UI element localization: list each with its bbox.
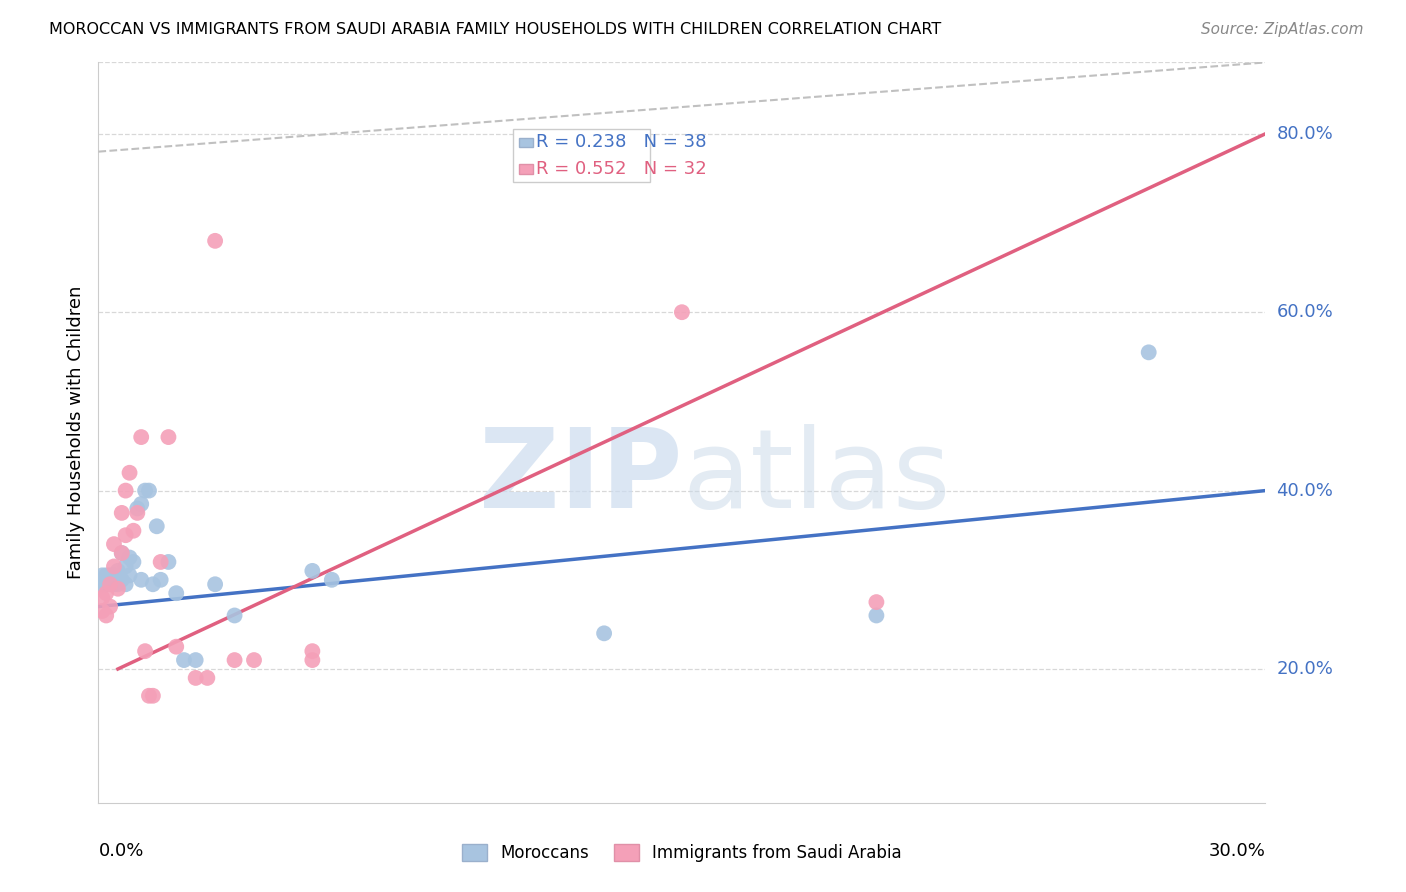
Point [129, 573, 152, 587]
FancyBboxPatch shape [513, 129, 651, 182]
Point [671, 305, 693, 319]
Text: 40.0%: 40.0% [1277, 482, 1333, 500]
Point [98, 568, 121, 582]
Point [321, 573, 343, 587]
Point [593, 626, 616, 640]
Point [111, 506, 134, 520]
Point [96, 568, 118, 582]
Point [96, 577, 118, 591]
Text: 20.0%: 20.0% [1277, 660, 1333, 678]
Point [118, 466, 141, 480]
Point [91, 577, 114, 591]
Point [134, 483, 156, 498]
Text: R = 0.552   N = 32: R = 0.552 N = 32 [536, 160, 707, 178]
Text: MOROCCAN VS IMMIGRANTS FROM SAUDI ARABIA FAMILY HOUSEHOLDS WITH CHILDREN CORRELA: MOROCCAN VS IMMIGRANTS FROM SAUDI ARABIA… [49, 22, 942, 37]
Point [111, 573, 134, 587]
Point [114, 528, 136, 542]
Point [865, 608, 887, 623]
Point [114, 559, 136, 574]
Point [91, 604, 114, 618]
Point [111, 546, 134, 560]
Point [91, 573, 114, 587]
Point [111, 546, 134, 560]
Point [243, 653, 266, 667]
Point [127, 506, 149, 520]
Text: 80.0%: 80.0% [1277, 125, 1333, 143]
Point [129, 430, 152, 444]
Point [149, 573, 172, 587]
Point [301, 564, 323, 578]
Text: Source: ZipAtlas.com: Source: ZipAtlas.com [1201, 22, 1364, 37]
Point [195, 671, 218, 685]
Point [173, 653, 195, 667]
Point [138, 483, 160, 498]
FancyBboxPatch shape [519, 137, 533, 147]
Text: atlas: atlas [682, 424, 950, 531]
Point [165, 640, 187, 654]
Point [204, 577, 226, 591]
Y-axis label: Family Households with Children: Family Households with Children [66, 286, 84, 579]
Point [103, 568, 125, 582]
Point [127, 501, 149, 516]
Text: 30.0%: 30.0% [1209, 842, 1265, 860]
Point [149, 555, 172, 569]
Point [157, 555, 180, 569]
Text: ZIP: ZIP [478, 424, 682, 531]
Point [184, 671, 207, 685]
Point [122, 524, 145, 538]
Point [107, 577, 129, 591]
Point [96, 608, 118, 623]
Text: R = 0.238   N = 38: R = 0.238 N = 38 [536, 134, 707, 152]
Point [301, 644, 323, 658]
Point [301, 653, 323, 667]
Point [122, 555, 145, 569]
Point [107, 582, 129, 596]
Point [103, 537, 125, 551]
Point [98, 577, 121, 591]
Legend: Moroccans, Immigrants from Saudi Arabia: Moroccans, Immigrants from Saudi Arabia [456, 837, 908, 869]
Point [114, 483, 136, 498]
Point [91, 568, 114, 582]
Point [157, 430, 180, 444]
Point [98, 573, 121, 587]
Point [129, 497, 152, 511]
Point [98, 599, 121, 614]
Point [91, 591, 114, 605]
Point [224, 653, 246, 667]
Point [142, 689, 165, 703]
Point [142, 577, 165, 591]
Point [165, 586, 187, 600]
Point [114, 577, 136, 591]
Point [103, 559, 125, 574]
Point [224, 608, 246, 623]
Point [134, 644, 156, 658]
Point [107, 564, 129, 578]
Point [138, 689, 160, 703]
Point [204, 234, 226, 248]
Point [865, 595, 887, 609]
Point [146, 519, 169, 533]
FancyBboxPatch shape [519, 164, 533, 174]
Text: 60.0%: 60.0% [1277, 303, 1333, 321]
Point [118, 550, 141, 565]
Point [118, 568, 141, 582]
Point [96, 586, 118, 600]
Point [1137, 345, 1160, 359]
Point [184, 653, 207, 667]
Point [96, 577, 118, 591]
Text: 0.0%: 0.0% [98, 842, 143, 860]
Point [103, 577, 125, 591]
